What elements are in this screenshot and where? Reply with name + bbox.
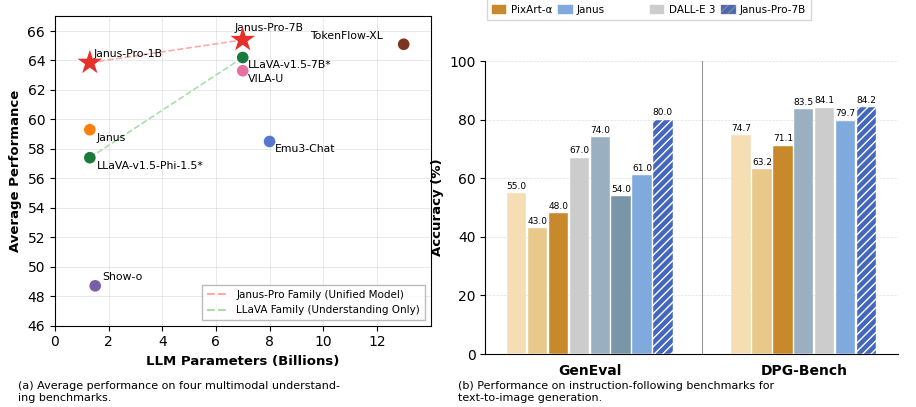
Bar — [507, 193, 527, 354]
Text: 48.0: 48.0 — [549, 202, 569, 211]
Point — [82, 59, 97, 66]
Text: Janus: Janus — [96, 133, 125, 142]
Text: 74.0: 74.0 — [590, 126, 610, 135]
Y-axis label: Accuracy (%): Accuracy (%) — [431, 159, 444, 256]
Text: 83.5: 83.5 — [793, 98, 813, 107]
Bar — [773, 146, 792, 354]
Bar — [632, 175, 651, 354]
Bar — [794, 109, 813, 354]
Point — [88, 282, 103, 289]
Point — [235, 68, 250, 74]
Text: (a) Average performance on four multimodal understand-
ing benchmarks.: (a) Average performance on four multimod… — [18, 381, 341, 403]
Bar — [528, 228, 548, 354]
X-axis label: LLM Parameters (Billions): LLM Parameters (Billions) — [146, 355, 340, 368]
Bar — [815, 107, 834, 354]
Text: LLaVA-v1.5-Phi-1.5*: LLaVA-v1.5-Phi-1.5* — [96, 161, 203, 171]
Text: 43.0: 43.0 — [528, 217, 548, 226]
Text: VILA-U: VILA-U — [248, 74, 284, 84]
Text: 67.0: 67.0 — [570, 147, 590, 155]
Point — [82, 154, 97, 161]
Bar — [612, 196, 631, 354]
Text: 55.0: 55.0 — [507, 182, 527, 190]
Point — [235, 54, 250, 61]
Point — [82, 127, 97, 133]
Text: 61.0: 61.0 — [632, 164, 652, 173]
Bar — [752, 169, 771, 354]
Text: 84.1: 84.1 — [814, 96, 834, 105]
Text: 80.0: 80.0 — [653, 108, 673, 117]
Text: Show-o: Show-o — [102, 272, 142, 282]
Text: 84.2: 84.2 — [856, 96, 877, 105]
Text: 63.2: 63.2 — [752, 158, 772, 166]
Bar — [570, 158, 589, 354]
Text: Janus-Pro-1B: Janus-Pro-1B — [93, 49, 163, 59]
Text: LLaVA-v1.5-7B*: LLaVA-v1.5-7B* — [248, 61, 332, 70]
Text: Janus-Pro-7B: Janus-Pro-7B — [234, 23, 304, 33]
Legend: Janus-Pro Family (Unified Model), LLaVA Family (Understanding Only): Janus-Pro Family (Unified Model), LLaVA … — [202, 285, 425, 320]
Text: (b) Performance on instruction-following benchmarks for
text-to-image generation: (b) Performance on instruction-following… — [458, 381, 774, 403]
Text: TokenFlow-XL: TokenFlow-XL — [310, 31, 383, 41]
Point — [262, 138, 277, 145]
Text: Emu3-Chat: Emu3-Chat — [275, 144, 335, 154]
Text: 79.7: 79.7 — [835, 109, 856, 118]
Bar — [653, 120, 672, 354]
Legend: SDXL, PixArt-α, SD3-Medium, Janus, SDv1.5, DALL-E 3, Emu3-Gen, Janus-Pro-7B: SDXL, PixArt-α, SD3-Medium, Janus, SDv1.… — [486, 0, 812, 20]
Bar — [835, 120, 856, 354]
Bar — [591, 137, 610, 354]
Text: 71.1: 71.1 — [773, 134, 793, 143]
Bar — [732, 135, 751, 354]
Point — [235, 37, 250, 43]
Bar — [856, 107, 876, 354]
Text: 54.0: 54.0 — [611, 184, 631, 193]
Y-axis label: Average Performance: Average Performance — [9, 90, 22, 252]
Bar — [549, 213, 568, 354]
Text: 74.7: 74.7 — [731, 124, 751, 133]
Point — [397, 41, 411, 48]
